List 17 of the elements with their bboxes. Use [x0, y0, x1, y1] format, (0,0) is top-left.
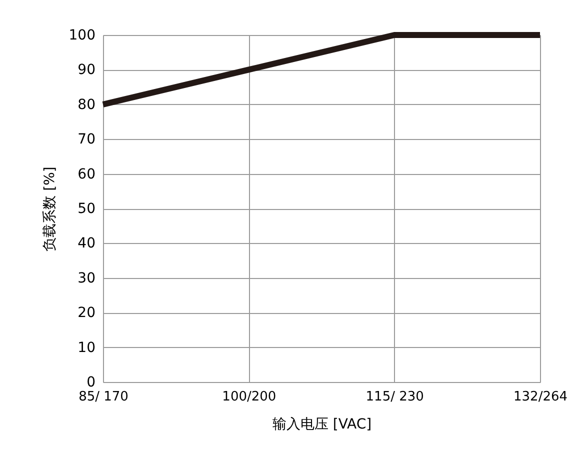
y-tick-label: 80	[78, 96, 96, 113]
y-tick-label: 40	[78, 236, 96, 252]
y-tick-label: 60	[78, 166, 96, 182]
x-tick-label: 85/ 170	[78, 390, 128, 404]
x-tick-label: 132/264	[513, 390, 568, 404]
y-tick-label: 10	[78, 340, 96, 356]
y-tick-label: 30	[78, 270, 96, 286]
y-tick-label: 100	[68, 28, 96, 44]
y-axis-title: 负载系数 [%]	[42, 166, 58, 252]
y-tick-label: 50	[78, 201, 96, 217]
x-axis-title: 输入电压 [VAC]	[272, 416, 372, 432]
y-tick-label: 90	[78, 62, 96, 78]
y-tick-label: 20	[78, 305, 96, 322]
y-tick-label: 70	[78, 132, 96, 148]
y-tick-label: 0	[86, 374, 96, 390]
x-tick-label: 100/200	[222, 390, 276, 404]
x-tick-label: 115/ 230	[366, 390, 424, 404]
